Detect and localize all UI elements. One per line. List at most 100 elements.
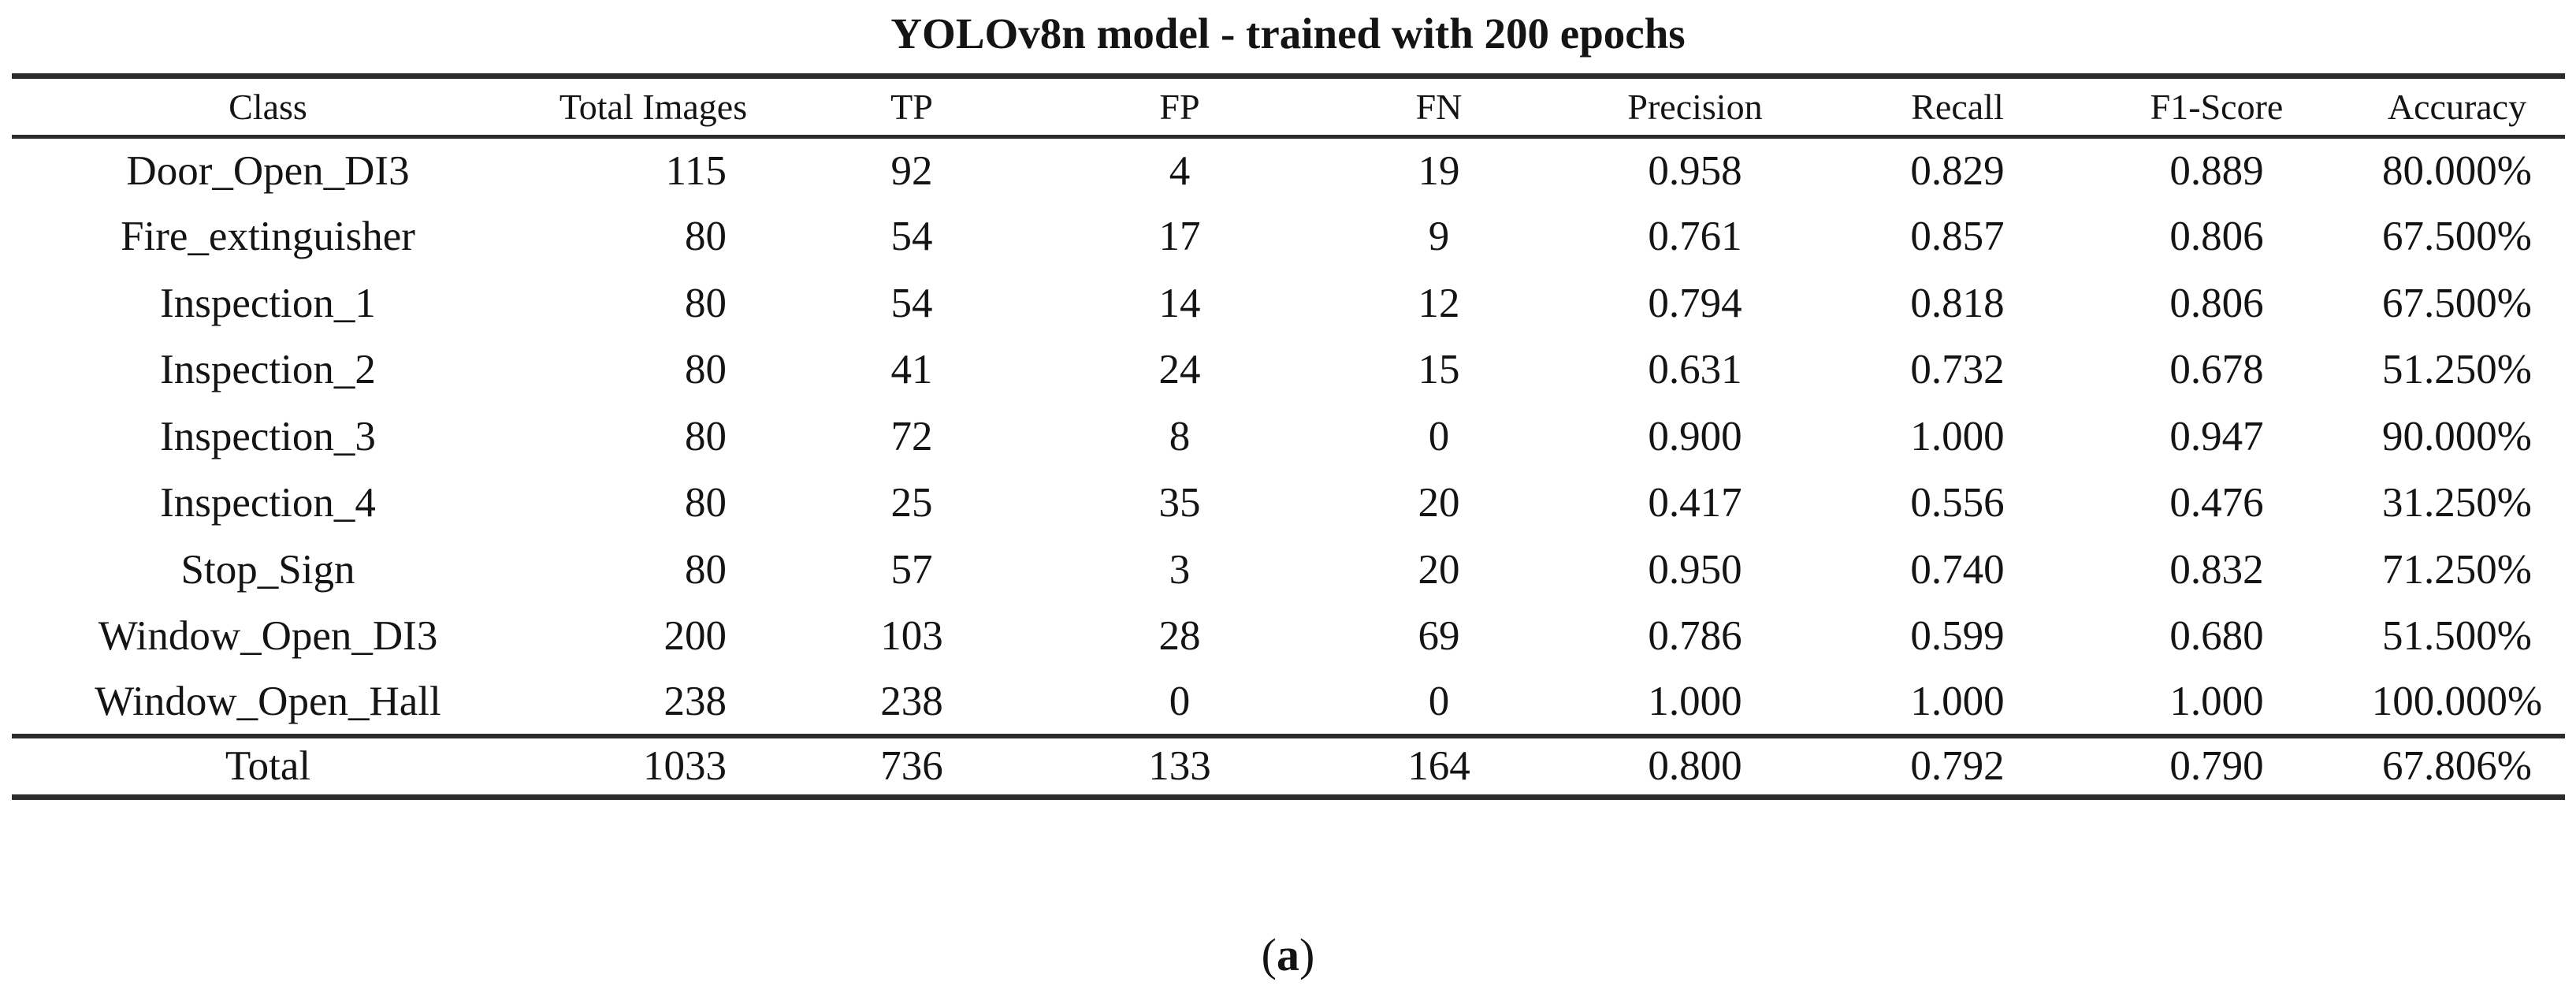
value-cell: 80 bbox=[685, 214, 727, 260]
value-cell: 80.000% bbox=[2382, 148, 2532, 194]
value-cell: 3 bbox=[1169, 546, 1191, 593]
value-cell: 736 bbox=[880, 743, 943, 790]
table-row: Inspection_4 80 25 35 20 0.417 0.556 0.476 31.25… bbox=[12, 470, 2565, 537]
value-cell: 67.806% bbox=[2382, 743, 2532, 790]
value-cell: 0.958 bbox=[1648, 148, 1742, 194]
caption-open-paren: ( bbox=[1261, 929, 1277, 980]
value-cell: 1.000 bbox=[1648, 679, 1742, 725]
value-cell: 0.950 bbox=[1648, 546, 1742, 593]
table-row: Door_Open_DI3 115 92 4 19 0.958 0.829 0.889 80.0… bbox=[12, 137, 2565, 204]
class-name-cell: Window_Open_DI3 bbox=[98, 613, 438, 660]
value-cell: 24 bbox=[1158, 347, 1201, 393]
value-cell: 1033 bbox=[643, 743, 727, 790]
value-cell: 67.500% bbox=[2382, 280, 2532, 326]
value-cell: 0.556 bbox=[1910, 480, 2005, 526]
value-cell: 0.794 bbox=[1648, 280, 1742, 326]
value-cell: 17 bbox=[1158, 214, 1201, 260]
value-cell: 51.500% bbox=[2382, 613, 2532, 660]
value-cell: 41 bbox=[890, 347, 933, 393]
table-row: Stop_Sign 80 57 3 20 0.950 0.740 0.832 71.250% bbox=[12, 537, 2565, 604]
value-cell: 0.680 bbox=[2169, 613, 2264, 660]
value-cell: 71.250% bbox=[2382, 546, 2532, 593]
class-name-cell: Door_Open_DI3 bbox=[126, 148, 410, 194]
col-header-tp: TP bbox=[890, 87, 933, 127]
table-row: Inspection_2 80 41 24 15 0.631 0.732 0.678 51.25… bbox=[12, 337, 2565, 404]
col-header-fn: FN bbox=[1415, 87, 1463, 127]
value-cell: 80 bbox=[685, 347, 727, 393]
value-cell: 200 bbox=[664, 613, 727, 660]
value-cell: 100.000% bbox=[2371, 679, 2543, 725]
value-cell: 51.250% bbox=[2382, 347, 2532, 393]
value-cell: 31.250% bbox=[2382, 480, 2532, 526]
value-cell: 57 bbox=[890, 546, 933, 593]
col-header-fp: FP bbox=[1159, 87, 1200, 127]
col-header-precision: Precision bbox=[1627, 87, 1763, 127]
header-row: Class Total Images TP FP FN Precision Re… bbox=[12, 76, 2565, 137]
value-cell: 4 bbox=[1169, 148, 1191, 194]
value-cell: 9 bbox=[1428, 214, 1450, 260]
col-header-f1-score: F1-Score bbox=[2150, 87, 2284, 127]
class-name-cell: Fire_extinguisher bbox=[121, 214, 415, 260]
value-cell: 0.947 bbox=[2169, 413, 2264, 459]
table-total-row: Total 1033 736 133 164 0.800 0.792 0.790 67.806% bbox=[12, 736, 2565, 797]
value-cell: 115 bbox=[665, 148, 727, 194]
value-cell: 72 bbox=[890, 413, 933, 459]
value-cell: 238 bbox=[664, 679, 727, 725]
value-cell: 1.000 bbox=[2169, 679, 2264, 725]
value-cell: 0.786 bbox=[1648, 613, 1742, 660]
value-cell: 103 bbox=[880, 613, 943, 660]
value-cell: 0.900 bbox=[1648, 413, 1742, 459]
class-name-cell: Inspection_3 bbox=[160, 413, 376, 459]
class-name-cell: Inspection_2 bbox=[160, 347, 376, 393]
table-row: Fire_extinguisher 80 54 17 9 0.761 0.857 0.806 6… bbox=[12, 203, 2565, 270]
value-cell: 1.000 bbox=[1910, 413, 2005, 459]
value-cell: 80 bbox=[685, 280, 727, 326]
class-name-cell: Window_Open_Hall bbox=[95, 679, 441, 725]
value-cell: 54 bbox=[890, 214, 933, 260]
value-cell: 0.761 bbox=[1648, 214, 1742, 260]
value-cell: 12 bbox=[1418, 280, 1460, 326]
value-cell: 164 bbox=[1407, 743, 1470, 790]
value-cell: 0.678 bbox=[2169, 347, 2264, 393]
value-cell: 0.740 bbox=[1910, 546, 2005, 593]
caption-letter: a bbox=[1277, 929, 1299, 980]
value-cell: 0.417 bbox=[1648, 480, 1742, 526]
col-header-total-images: Total Images bbox=[559, 87, 748, 127]
value-cell: 133 bbox=[1148, 743, 1211, 790]
class-name-cell: Inspection_4 bbox=[160, 480, 376, 526]
value-cell: 1.000 bbox=[1910, 679, 2005, 725]
table-row: Inspection_3 80 72 8 0 0.900 1.000 0.947 90.000% bbox=[12, 404, 2565, 471]
subfigure-caption: (a) bbox=[0, 924, 2576, 987]
value-cell: 80 bbox=[685, 413, 727, 459]
table-row: Window_Open_Hall 238 238 0 0 1.000 1.000 1.000 1… bbox=[12, 670, 2565, 737]
table-title: YOLOv8n model - trained with 200 epochs bbox=[890, 9, 1686, 58]
value-cell: 67.500% bbox=[2382, 214, 2532, 260]
value-cell: 15 bbox=[1418, 347, 1460, 393]
value-cell: 28 bbox=[1158, 613, 1201, 660]
value-cell: 35 bbox=[1158, 480, 1201, 526]
value-cell: 69 bbox=[1418, 613, 1460, 660]
col-header-class: Class bbox=[229, 87, 307, 127]
table-row: Inspection_1 80 54 14 12 0.794 0.818 0.806 67.50… bbox=[12, 270, 2565, 337]
value-cell: 80 bbox=[685, 546, 727, 593]
caption-close-paren: ) bbox=[1299, 929, 1315, 980]
value-cell: 8 bbox=[1169, 413, 1191, 459]
value-cell: 0.599 bbox=[1910, 613, 2005, 660]
value-cell: 20 bbox=[1418, 480, 1460, 526]
value-cell: 20 bbox=[1418, 546, 1460, 593]
value-cell: 0.732 bbox=[1910, 347, 2005, 393]
value-cell: 0.790 bbox=[2169, 743, 2264, 790]
value-cell: 0.889 bbox=[2169, 148, 2264, 194]
value-cell: 54 bbox=[890, 280, 933, 326]
value-cell: 14 bbox=[1158, 280, 1201, 326]
results-table-body: Door_Open_DI3 115 92 4 19 0.958 0.829 0.889 80.0… bbox=[12, 137, 2565, 797]
table-row: Window_Open_DI3 200 103 28 69 0.786 0.599 0.680… bbox=[12, 603, 2565, 670]
value-cell: 80 bbox=[685, 480, 727, 526]
value-cell: 238 bbox=[880, 679, 943, 725]
value-cell: 92 bbox=[890, 148, 933, 194]
value-cell: 0.832 bbox=[2169, 546, 2264, 593]
value-cell: 0.857 bbox=[1910, 214, 2005, 260]
value-cell: 0.631 bbox=[1648, 347, 1742, 393]
value-cell: 90.000% bbox=[2382, 413, 2532, 459]
